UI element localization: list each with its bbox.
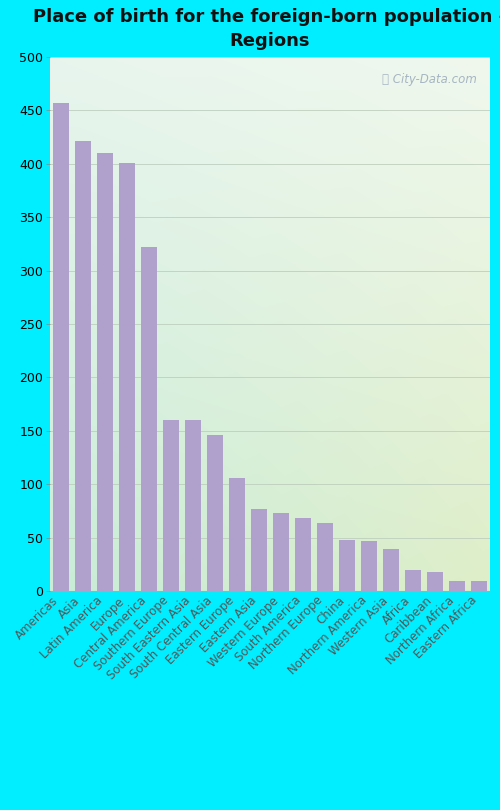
Bar: [142, 247, 156, 591]
Bar: [98, 153, 112, 591]
Bar: [54, 103, 68, 591]
Bar: [76, 141, 90, 591]
Bar: [164, 420, 178, 591]
Bar: [318, 523, 332, 591]
Bar: [186, 420, 200, 591]
Bar: [252, 509, 266, 591]
Bar: [472, 581, 486, 591]
Bar: [120, 163, 134, 591]
Text: ⓘ City-Data.com: ⓘ City-Data.com: [382, 73, 477, 86]
Bar: [362, 541, 376, 591]
Bar: [208, 435, 222, 591]
Bar: [406, 570, 420, 591]
Bar: [428, 572, 442, 591]
Title: Place of birth for the foreign-born population -
Regions: Place of birth for the foreign-born popu…: [34, 8, 500, 49]
Bar: [230, 478, 244, 591]
Bar: [340, 540, 354, 591]
Bar: [296, 518, 310, 591]
Bar: [384, 548, 398, 591]
Bar: [274, 514, 288, 591]
Bar: [450, 581, 464, 591]
